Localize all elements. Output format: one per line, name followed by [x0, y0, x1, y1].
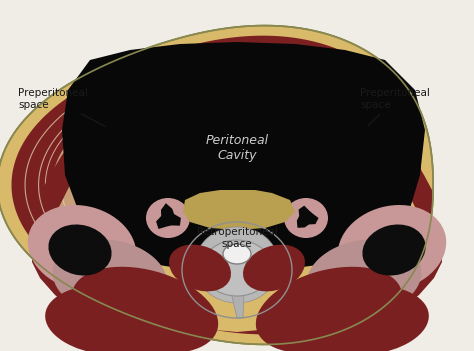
Ellipse shape: [241, 250, 297, 286]
Ellipse shape: [72, 267, 218, 351]
Ellipse shape: [146, 198, 190, 238]
Polygon shape: [118, 262, 360, 332]
Ellipse shape: [307, 239, 421, 317]
Polygon shape: [62, 42, 425, 273]
Ellipse shape: [53, 239, 167, 317]
Ellipse shape: [195, 227, 279, 303]
Ellipse shape: [363, 225, 426, 276]
Ellipse shape: [223, 244, 251, 264]
Ellipse shape: [299, 285, 429, 351]
Polygon shape: [297, 206, 319, 228]
Polygon shape: [374, 248, 442, 322]
Ellipse shape: [177, 250, 233, 286]
Ellipse shape: [202, 240, 272, 296]
Polygon shape: [32, 248, 100, 322]
Polygon shape: [231, 292, 244, 318]
Text: Preperitoneal
space: Preperitoneal space: [18, 88, 106, 127]
Text: Preperitoneal
space: Preperitoneal space: [360, 88, 430, 126]
Polygon shape: [156, 203, 181, 229]
Text: Retroperitoneal
space: Retroperitoneal space: [197, 227, 277, 249]
Ellipse shape: [28, 205, 136, 291]
Polygon shape: [42, 130, 108, 220]
Text: Peritoneal
Cavity: Peritoneal Cavity: [205, 134, 269, 162]
Polygon shape: [11, 36, 422, 335]
Ellipse shape: [338, 205, 446, 291]
Ellipse shape: [243, 245, 305, 291]
Ellipse shape: [45, 285, 175, 351]
Polygon shape: [0, 26, 433, 344]
Polygon shape: [52, 66, 408, 304]
Polygon shape: [128, 41, 354, 83]
Ellipse shape: [256, 267, 402, 351]
Polygon shape: [366, 130, 432, 220]
Polygon shape: [183, 190, 295, 230]
Ellipse shape: [48, 225, 111, 276]
Ellipse shape: [284, 198, 328, 238]
Ellipse shape: [169, 245, 231, 291]
